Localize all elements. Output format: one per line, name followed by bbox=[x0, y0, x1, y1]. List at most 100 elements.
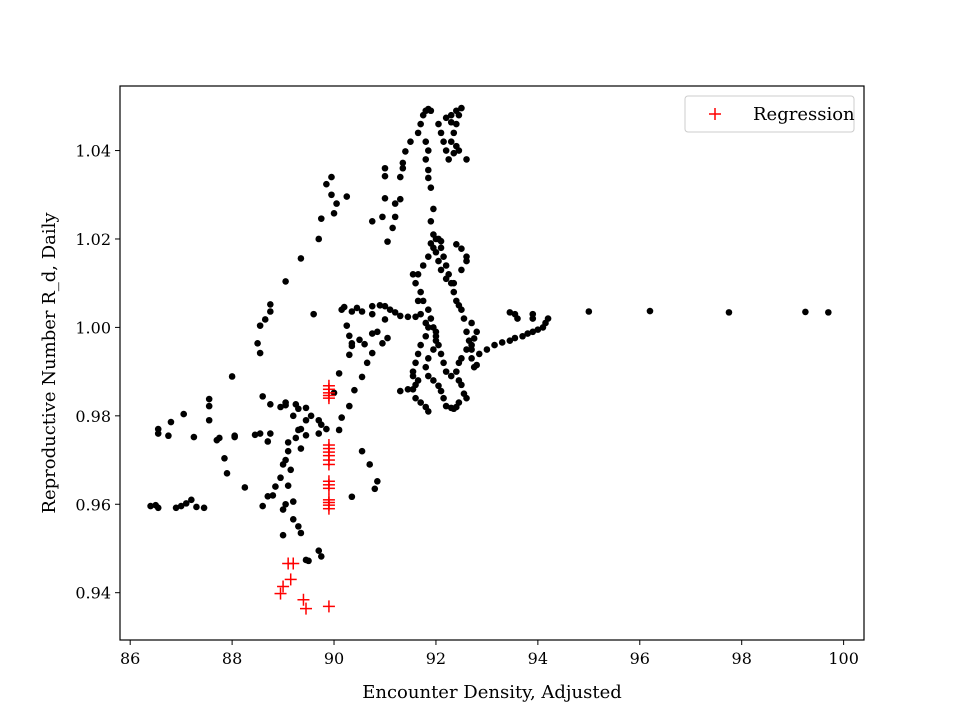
data-point bbox=[419, 297, 427, 305]
data-point bbox=[396, 173, 404, 181]
data-point bbox=[402, 148, 409, 155]
data-point bbox=[414, 271, 422, 278]
regression-point bbox=[322, 458, 335, 471]
data-point bbox=[348, 308, 356, 315]
data-point bbox=[453, 368, 460, 375]
data-point bbox=[430, 205, 437, 213]
data-point bbox=[205, 416, 213, 424]
data-point bbox=[289, 515, 297, 523]
data-point bbox=[437, 350, 445, 358]
data-point bbox=[267, 401, 274, 408]
x-tick-label: 86 bbox=[120, 649, 140, 668]
data-point bbox=[422, 363, 430, 371]
data-point bbox=[511, 334, 519, 342]
data-point bbox=[534, 326, 542, 333]
x-axis-ticks: 86 88 90 92 94 96 98 100 bbox=[120, 640, 859, 668]
data-point bbox=[297, 255, 305, 262]
data-point bbox=[177, 502, 185, 510]
data-point bbox=[374, 328, 381, 336]
data-point bbox=[460, 315, 468, 322]
data-point bbox=[430, 244, 437, 252]
data-point bbox=[315, 430, 323, 437]
data-point bbox=[450, 149, 458, 157]
regression-point bbox=[274, 587, 287, 600]
data-point bbox=[646, 307, 654, 315]
data-point bbox=[524, 330, 531, 337]
data-point bbox=[272, 483, 279, 490]
data-point bbox=[396, 312, 404, 320]
regression-point bbox=[322, 482, 335, 495]
data-point bbox=[315, 547, 323, 554]
data-point bbox=[430, 377, 437, 384]
data-point bbox=[447, 111, 455, 119]
data-point bbox=[190, 433, 198, 441]
data-point bbox=[353, 304, 361, 312]
data-point bbox=[381, 172, 389, 180]
data-point bbox=[351, 386, 358, 394]
regression-point bbox=[322, 600, 335, 613]
data-point bbox=[440, 138, 447, 146]
data-point bbox=[368, 349, 376, 357]
data-point bbox=[437, 387, 445, 395]
data-point bbox=[251, 431, 259, 439]
data-point bbox=[368, 302, 376, 310]
data-point bbox=[447, 118, 455, 126]
data-point bbox=[470, 335, 478, 342]
data-point bbox=[386, 306, 394, 314]
data-point bbox=[172, 504, 180, 512]
regression-point bbox=[287, 557, 300, 570]
data-point bbox=[442, 147, 450, 154]
data-point bbox=[544, 315, 552, 322]
data-point bbox=[463, 394, 470, 402]
data-point bbox=[440, 394, 447, 402]
data-point bbox=[437, 129, 445, 137]
data-point bbox=[425, 174, 432, 182]
data-point bbox=[585, 308, 593, 315]
data-point bbox=[417, 341, 424, 349]
data-point bbox=[384, 334, 391, 342]
data-point bbox=[335, 426, 343, 434]
data-point bbox=[277, 474, 284, 482]
data-point bbox=[825, 309, 832, 316]
data-point bbox=[463, 253, 470, 260]
x-tick-label: 92 bbox=[426, 649, 446, 668]
data-point bbox=[396, 387, 404, 395]
data-point bbox=[289, 498, 297, 505]
data-point bbox=[414, 350, 422, 358]
data-point bbox=[463, 346, 470, 353]
data-point bbox=[261, 316, 269, 323]
data-point bbox=[338, 414, 345, 421]
data-point bbox=[200, 504, 208, 512]
data-point bbox=[529, 328, 537, 336]
regression-point bbox=[277, 580, 290, 593]
data-point bbox=[228, 373, 236, 380]
data-point bbox=[221, 454, 228, 462]
data-point bbox=[328, 191, 335, 199]
x-tick-label: 98 bbox=[732, 649, 752, 668]
data-point bbox=[241, 484, 249, 491]
data-point bbox=[366, 461, 373, 468]
data-point bbox=[254, 340, 261, 347]
data-point bbox=[267, 430, 274, 437]
data-point bbox=[371, 485, 379, 493]
data-point bbox=[425, 355, 432, 362]
data-point bbox=[432, 337, 440, 344]
regression-point bbox=[284, 573, 297, 586]
data-point bbox=[154, 504, 162, 512]
data-point bbox=[447, 372, 455, 380]
data-point bbox=[458, 306, 465, 314]
data-point bbox=[425, 324, 432, 331]
x-tick-label: 90 bbox=[324, 649, 344, 668]
data-point bbox=[295, 426, 302, 434]
data-point bbox=[442, 368, 450, 375]
data-point bbox=[381, 302, 389, 310]
data-point bbox=[468, 319, 475, 327]
data-point bbox=[307, 412, 315, 420]
data-point bbox=[165, 432, 172, 440]
data-point bbox=[343, 193, 351, 200]
data-point bbox=[358, 308, 366, 315]
data-point bbox=[363, 359, 371, 367]
data-point bbox=[282, 456, 289, 464]
data-point bbox=[256, 322, 264, 329]
data-point bbox=[287, 466, 295, 474]
